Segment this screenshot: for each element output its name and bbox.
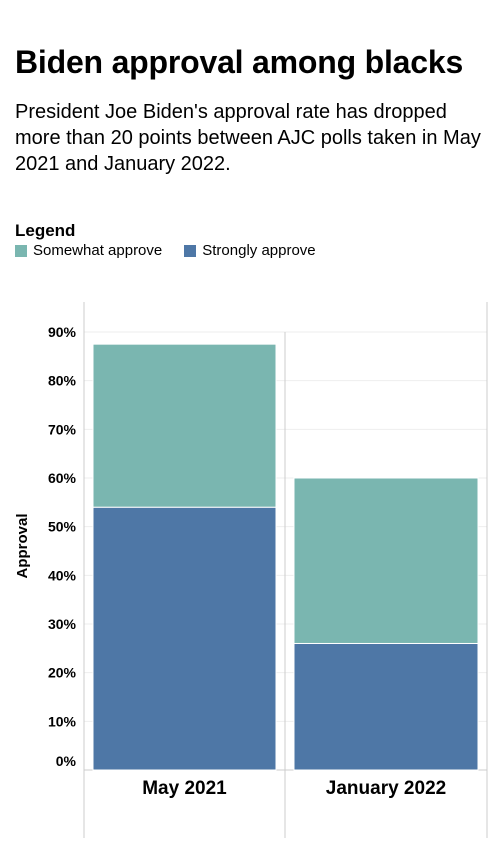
- legend-label-somewhat: Somewhat approve: [33, 242, 163, 259]
- legend-swatch-strongly: [184, 244, 197, 257]
- legend-label-strongly: Strongly approve: [202, 242, 316, 259]
- x-tick-label: January 2022: [326, 778, 446, 799]
- y-tick-label: 40%: [48, 567, 77, 583]
- chart-title: Biden approval among blacks: [15, 44, 464, 80]
- y-tick-label: 10%: [48, 713, 77, 729]
- y-tick-label: 20%: [48, 665, 77, 681]
- y-tick-label: 60%: [48, 470, 77, 486]
- y-axis-label: Approval: [14, 513, 31, 578]
- y-tick-label: 50%: [48, 519, 77, 535]
- legend-item-somewhat: Somewhat approve: [15, 242, 162, 259]
- bar-strongly-0: [92, 506, 277, 771]
- legend-item-strongly: Strongly approve: [184, 242, 316, 259]
- bar-somewhat-1: [293, 477, 479, 644]
- bar-strongly-1: [293, 642, 479, 771]
- y-tick-label: 30%: [48, 616, 77, 632]
- bar-somewhat-0: [92, 343, 277, 508]
- legend-title: Legend: [15, 221, 76, 240]
- y-tick-label: 0%: [56, 753, 77, 769]
- y-tick-label: 90%: [48, 324, 77, 340]
- y-tick-label: 70%: [48, 421, 77, 437]
- chart-subtitle: President Joe Biden's approval rate has …: [15, 101, 481, 175]
- x-tick-label: May 2021: [142, 778, 227, 799]
- legend: Somewhat approve Strongly approve: [15, 242, 338, 259]
- y-tick-label: 80%: [48, 373, 77, 389]
- legend-swatch-somewhat: [15, 244, 27, 257]
